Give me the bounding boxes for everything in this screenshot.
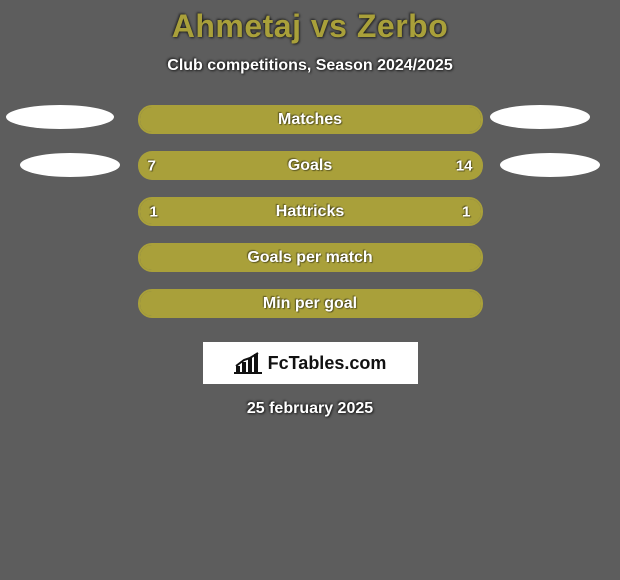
stat-row: Min per goal (138, 289, 483, 318)
date-label: 25 february 2025 (0, 400, 620, 418)
stat-value-left: 7 (148, 157, 156, 174)
stat-label: Goals per match (247, 249, 372, 267)
comparison-section: Matches Goals 7 14 Hattricks 1 1 Goals per matc… (0, 105, 620, 318)
stat-label: Goals (288, 157, 332, 175)
stat-label: Matches (278, 111, 342, 129)
stat-row: Hattricks 1 1 (138, 197, 483, 226)
page-subtitle: Club competitions, Season 2024/2025 (0, 57, 620, 75)
stat-label: Hattricks (276, 203, 344, 221)
player-left-oval-1 (6, 105, 114, 129)
stat-value-right: 1 (462, 203, 470, 220)
stat-row: Goals per match (138, 243, 483, 272)
stat-value-left: 1 (150, 203, 158, 220)
stat-fill-right (241, 151, 483, 180)
stat-row: Goals 7 14 (138, 151, 483, 180)
player-left-oval-2 (20, 153, 120, 177)
barchart-icon (234, 352, 262, 374)
brand-logo: FcTables.com (203, 342, 418, 384)
page-title: Ahmetaj vs Zerbo (0, 0, 620, 45)
stat-row: Matches (138, 105, 483, 134)
player-right-oval-1 (490, 105, 590, 129)
stat-value-right: 14 (456, 157, 473, 174)
stat-label: Min per goal (263, 295, 357, 313)
player-right-oval-2 (500, 153, 600, 177)
stats-column: Matches Goals 7 14 Hattricks 1 1 Goals per matc… (138, 105, 483, 318)
brand-text: FcTables.com (268, 353, 387, 374)
